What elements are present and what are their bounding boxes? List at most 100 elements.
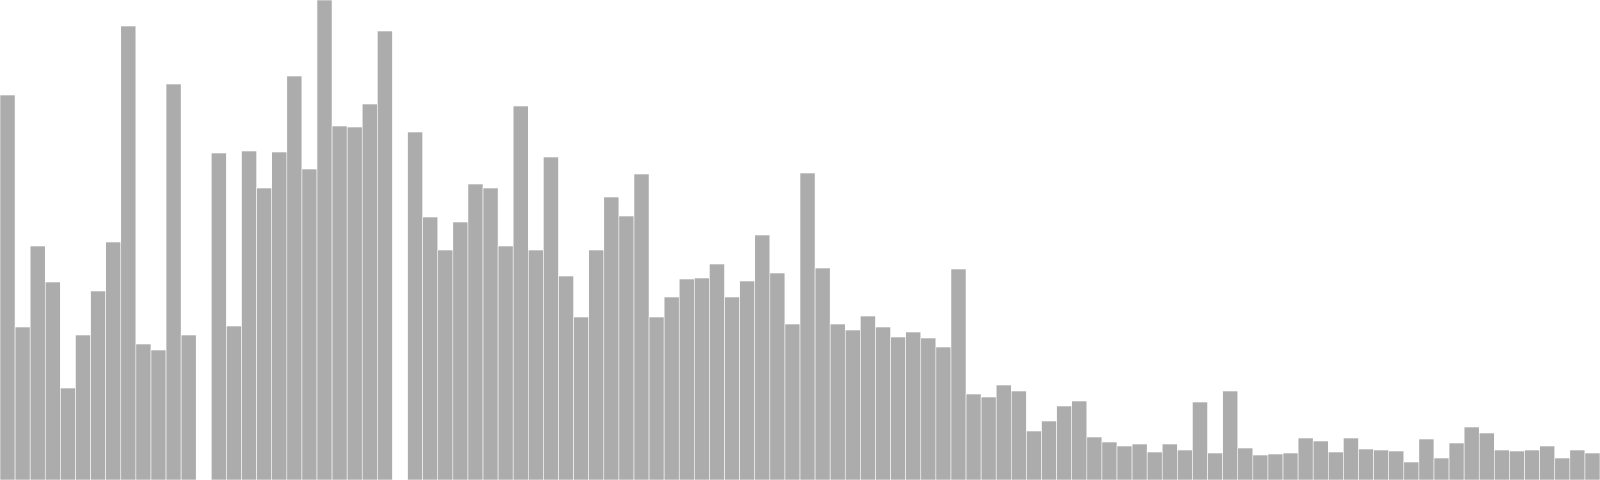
bar-81 <box>1222 390 1239 480</box>
bar-32 <box>482 187 499 480</box>
bar-18 <box>271 151 288 480</box>
bar-45 <box>678 278 695 480</box>
bar-101 <box>1524 449 1540 480</box>
bar-92 <box>1388 450 1405 480</box>
bar-9 <box>135 343 152 480</box>
bar-79 <box>1192 401 1208 480</box>
bar-54 <box>814 267 831 480</box>
bar-33 <box>497 245 514 480</box>
bar-5 <box>75 334 91 480</box>
bar-75 <box>1131 443 1148 480</box>
bar-43 <box>648 316 665 480</box>
bar-102 <box>1539 445 1556 480</box>
bar-63 <box>950 268 967 480</box>
bar-53 <box>799 172 816 480</box>
bar-31 <box>467 183 484 480</box>
bar-66 <box>995 384 1012 480</box>
bar-68 <box>1026 430 1042 480</box>
bar-77 <box>1161 443 1178 480</box>
bar-42 <box>633 173 650 480</box>
bar-39 <box>588 249 605 480</box>
bar-90 <box>1358 448 1374 480</box>
bar-98 <box>1478 432 1495 480</box>
bar-22 <box>331 125 348 480</box>
bar-36 <box>543 156 559 480</box>
bar-88 <box>1328 451 1344 480</box>
bar-30 <box>452 221 469 480</box>
bar-51 <box>769 272 786 480</box>
bar-8 <box>120 25 137 480</box>
bar-34 <box>512 105 529 480</box>
bar-35 <box>527 249 544 480</box>
bar-50 <box>754 234 771 480</box>
bar-61 <box>920 337 937 480</box>
bar-95 <box>1433 457 1450 480</box>
bar-17 <box>256 187 272 480</box>
bar-7 <box>105 241 122 480</box>
bar-4 <box>60 387 76 480</box>
bar-0 <box>0 94 16 480</box>
bar-38 <box>573 316 589 480</box>
bar-99 <box>1494 449 1510 480</box>
bar-70 <box>1056 405 1072 480</box>
bar-6 <box>90 290 106 480</box>
bar-46 <box>694 277 710 480</box>
bar-23 <box>346 126 363 480</box>
bar-28 <box>422 216 439 480</box>
bar-12 <box>180 334 197 480</box>
bar-83 <box>1252 454 1269 480</box>
bar-47 <box>709 263 725 480</box>
bar-10 <box>150 349 167 480</box>
bar-64 <box>965 393 982 480</box>
bar-52 <box>784 323 801 480</box>
bar-91 <box>1373 449 1389 480</box>
bar-57 <box>860 315 876 480</box>
bar-74 <box>1116 445 1133 480</box>
bar-89 <box>1343 437 1359 480</box>
bar-2 <box>29 245 46 480</box>
bar-93 <box>1403 461 1420 480</box>
bar-55 <box>829 323 846 480</box>
bar-44 <box>663 296 680 480</box>
bar-82 <box>1237 447 1254 480</box>
bar-15 <box>226 325 242 480</box>
bar-100 <box>1509 450 1525 480</box>
bar-56 <box>844 329 861 480</box>
bar-29 <box>437 249 454 480</box>
bar-73 <box>1101 441 1118 480</box>
bar-37 <box>558 275 574 480</box>
bar-96 <box>1448 442 1465 480</box>
bar-49 <box>739 280 756 480</box>
bar-65 <box>980 396 997 480</box>
bar-48 <box>724 296 740 480</box>
bar-1 <box>14 326 31 480</box>
bar-58 <box>875 326 891 480</box>
bar-62 <box>935 346 952 480</box>
bar-80 <box>1207 452 1223 480</box>
bar-67 <box>1011 390 1027 480</box>
bar-97 <box>1463 426 1480 480</box>
bar-105 <box>1584 452 1600 480</box>
bar-76 <box>1146 451 1163 480</box>
bar-72 <box>1086 436 1103 480</box>
bar-3 <box>44 281 61 480</box>
bar-59 <box>890 336 906 480</box>
bar-86 <box>1297 437 1314 480</box>
bar-104 <box>1569 449 1586 480</box>
bar-14 <box>211 152 227 480</box>
bar-41 <box>618 215 635 480</box>
bar-19 <box>286 75 303 480</box>
bar-87 <box>1312 440 1329 480</box>
bar-11 <box>165 83 182 480</box>
bar-20 <box>301 168 318 480</box>
bar-16 <box>241 150 257 480</box>
bar-78 <box>1177 449 1193 480</box>
bar-84 <box>1267 453 1284 480</box>
bar-94 <box>1418 438 1435 480</box>
bar-27 <box>407 131 423 480</box>
bar-103 <box>1554 457 1571 480</box>
bar-69 <box>1041 420 1057 480</box>
